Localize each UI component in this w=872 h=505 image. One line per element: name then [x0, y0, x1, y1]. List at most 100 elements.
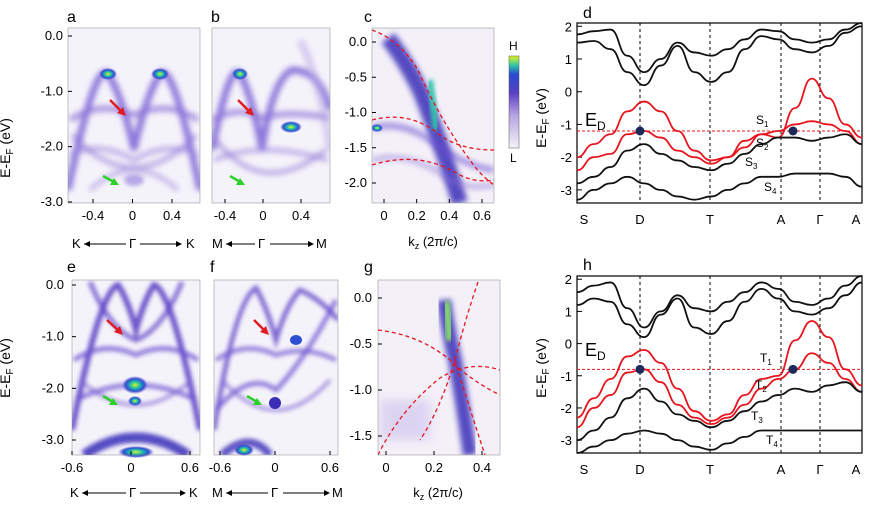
k-point-label: Γ — [816, 462, 823, 477]
panel-e: e — [67, 259, 201, 458]
band-S2 — [576, 120, 863, 172]
y-tick-label: -3.0 — [41, 194, 63, 209]
kz-bands-c — [372, 29, 494, 203]
x-tick-label: 0 — [380, 208, 387, 223]
direction-e: K Γ K — [70, 485, 198, 500]
panel-f: f — [210, 259, 339, 456]
panel-label-d: d — [583, 5, 592, 22]
yticks-c: 0.0 -0.5 -1.0 -1.5 -2.0 — [345, 34, 376, 190]
x-tick-label: 0 — [259, 208, 266, 223]
band-label: S1 — [756, 113, 769, 129]
dirac-energy-label-h: ED — [585, 340, 606, 363]
axes-top: E-EF (eV) 0.0 -1.0 -2.0 -3.0 -0.4 0 0.4 -0.4 0… — [0, 28, 491, 251]
y-tick-label: 0.0 — [354, 290, 372, 305]
direction-a: K Γ K — [72, 236, 195, 251]
k-point-label: A — [777, 462, 786, 477]
k-point-label: A — [852, 212, 861, 227]
svg-text:M: M — [212, 236, 223, 251]
k-point-label: T — [706, 212, 714, 227]
band-T1 — [576, 320, 863, 422]
x-tick-label: -0.4 — [214, 208, 236, 223]
svg-text:K: K — [186, 236, 195, 251]
panel-label-g: g — [364, 259, 373, 276]
xlabel-g: kz (2π/c) — [413, 485, 463, 502]
y-tick-label: 0 — [565, 337, 572, 352]
x-tick-label: -0.6 — [209, 460, 231, 475]
x-tick-label: 0 — [129, 208, 136, 223]
y-tick-label: -3.0 — [42, 432, 64, 447]
svg-text:Γ: Γ — [129, 236, 136, 251]
svg-text:M: M — [332, 485, 343, 500]
y-tick-label: 2 — [565, 19, 572, 34]
band-label: T2 — [755, 378, 767, 394]
ylabel-h: E-EF (eV) — [533, 338, 552, 398]
y-tick-label: -2 — [560, 401, 572, 416]
x-tick-label: 0.6 — [473, 208, 491, 223]
ylabel-bottom: E-EF (eV) — [0, 338, 16, 398]
k-point-label: S — [580, 462, 589, 477]
svg-text:K: K — [72, 236, 81, 251]
x-tick-label: 0.2 — [425, 460, 443, 475]
y-tick-label: 0.0 — [349, 34, 367, 49]
svg-text:Γ: Γ — [129, 485, 136, 500]
y-tick-label: -1.0 — [350, 382, 372, 397]
panel-label-f: f — [210, 259, 215, 276]
k-point-label: Γ — [816, 212, 823, 227]
y-tick-label: 0 — [565, 85, 572, 100]
band-frame — [576, 275, 863, 454]
x-tick-label: -0.4 — [82, 208, 104, 223]
y-tick-label: -1 — [560, 369, 572, 384]
y-tick-label: -1.0 — [42, 329, 64, 344]
xlabel-c: kz (2π/c) — [408, 234, 458, 251]
svg-text:M: M — [212, 485, 223, 500]
band-T3 — [576, 381, 863, 442]
y-tick-label: 0.0 — [45, 28, 63, 43]
y-tick-label: 1 — [565, 304, 572, 319]
svg-text:M: M — [316, 236, 327, 251]
panel-b: b — [211, 9, 331, 204]
panel-g: g — [364, 259, 501, 456]
dirac-point — [635, 364, 645, 374]
arpes-map-f — [214, 280, 338, 455]
y-tick-label: 2 — [565, 272, 572, 287]
band-frame — [576, 22, 863, 204]
band-label: S3 — [745, 155, 758, 171]
k-point-label: A — [777, 212, 786, 227]
yticks-arpes-bottom: 0.0 -1.0 -2.0 -3.0 — [42, 277, 76, 447]
colorbar-high-label: H — [509, 39, 518, 53]
dirac-point — [788, 364, 798, 374]
colorbar-low-label: L — [510, 151, 517, 165]
xticks-c: 0 0.2 0.4 0.6 — [380, 199, 491, 223]
dirac-point — [635, 126, 645, 136]
y-tick-label: 0.0 — [46, 277, 64, 292]
x-tick-label: -0.6 — [61, 460, 83, 475]
band-black-1 — [576, 25, 863, 87]
y-tick-label: -1 — [560, 117, 572, 132]
dirac-point — [788, 126, 798, 136]
y-tick-label: -1.0 — [41, 83, 63, 98]
band-T2 — [576, 352, 863, 429]
x-tick-label: 0.6 — [321, 460, 339, 475]
panel-a: a — [67, 9, 201, 204]
panel-d: d E-EF (eV) ED 2 1 0 -1 -2 -3 S D T A Γ A S1 S2 S3 S4 — [533, 5, 863, 227]
band-black-2 — [576, 22, 863, 73]
k-point-label: T — [706, 462, 714, 477]
dirac-energy-label-d: ED — [585, 110, 606, 133]
y-tick-label: -0.5 — [350, 336, 372, 351]
svg-text:K: K — [70, 485, 79, 500]
x-tick-label: 0 — [271, 460, 278, 475]
arpes-bands-b — [212, 38, 330, 176]
x-tick-label: 0 — [127, 460, 134, 475]
band-label: S4 — [764, 180, 777, 196]
x-tick-label: 0.4 — [440, 208, 458, 223]
band-label: S2 — [756, 136, 769, 152]
yticks-g: 0.0 -0.5 -1.0 -1.5 — [350, 290, 382, 443]
x-tick-label: 0.2 — [408, 208, 426, 223]
panel-label-b: b — [211, 9, 220, 26]
band-S4 — [576, 172, 863, 201]
band-black-2 — [576, 275, 863, 329]
y-tick-label: -1.5 — [345, 140, 367, 155]
y-tick-label: -1.5 — [350, 428, 372, 443]
